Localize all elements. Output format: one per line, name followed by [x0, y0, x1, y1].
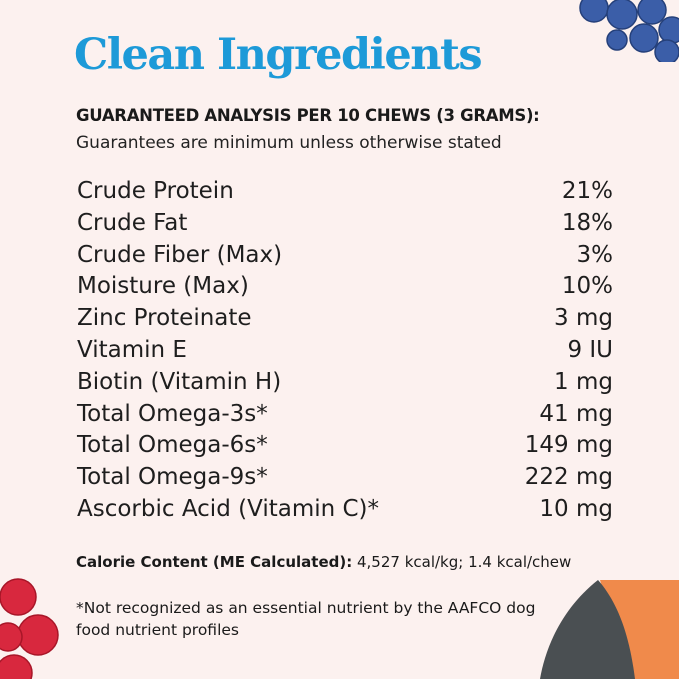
nutrient-label: Total Omega-9s*	[77, 464, 268, 491]
nutrient-label: Vitamin E	[77, 336, 187, 363]
nutrient-value: 3 mg	[554, 305, 613, 332]
page-title: Clean Ingredients	[74, 30, 483, 80]
calorie-value: 4,527 kcal/kg; 1.4 kcal/chew	[357, 553, 572, 571]
nutrient-label: Crude Protein	[77, 178, 234, 204]
nutrient-table: Crude Protein 21% Crude Fat 18% Crude Fibe…	[77, 176, 613, 526]
nutrient-label: Total Omega-3s*	[77, 400, 268, 427]
calorie-content: Calorie Content (ME Calculated): 4,527 k…	[76, 553, 571, 571]
nutrient-value: 10 mg	[539, 495, 613, 522]
nutrient-value: 1 mg	[554, 368, 613, 395]
table-row: Crude Protein 21%	[77, 176, 613, 208]
salmon-image	[540, 580, 679, 679]
nutrient-value: 222 mg	[524, 464, 613, 491]
table-row: Total Omega-3s* 41 mg	[77, 399, 613, 431]
analysis-note: Guarantees are minimum unless otherwise …	[76, 133, 502, 153]
raspberries-image	[0, 578, 59, 679]
footnote: *Not recognized as an essential nutrient…	[76, 599, 536, 639]
nutrient-label: Total Omega-6s*	[77, 432, 268, 459]
nutrient-label: Biotin (Vitamin H)	[77, 368, 282, 395]
nutrient-value: 3%	[576, 241, 614, 268]
table-row: Moisture (Max) 10%	[77, 271, 613, 303]
nutrient-label: Moisture (Max)	[77, 273, 249, 300]
nutrient-value: 10%	[561, 273, 613, 300]
table-row: Total Omega-9s* 222 mg	[77, 462, 613, 494]
nutrient-label: Zinc Proteinate	[77, 305, 252, 332]
nutrient-value: 41 mg	[539, 400, 613, 427]
table-row: Crude Fat 18%	[77, 208, 613, 240]
table-row: Biotin (Vitamin H) 1 mg	[77, 367, 613, 399]
nutrient-value: 149 mg	[524, 432, 613, 459]
blueberries-image	[579, 0, 679, 62]
analysis-heading: GUARANTEED ANALYSIS PER 10 CHEWS (3 GRAM…	[76, 106, 540, 125]
calorie-label: Calorie Content (ME Calculated):	[76, 553, 353, 571]
nutrient-value: 18%	[561, 209, 613, 236]
table-row: Vitamin E 9 IU	[77, 335, 613, 367]
nutrient-label: Ascorbic Acid (Vitamin C)*	[77, 495, 380, 522]
nutrient-label: Crude Fat	[77, 209, 188, 236]
table-row: Crude Fiber (Max) 3%	[77, 240, 613, 272]
nutrient-label: Crude Fiber (Max)	[77, 241, 283, 268]
nutrient-value: 21%	[561, 178, 613, 204]
nutrient-value: 9 IU	[567, 336, 613, 363]
table-row: Ascorbic Acid (Vitamin C)* 10 mg	[77, 494, 613, 526]
table-row: Total Omega-6s* 149 mg	[77, 430, 613, 462]
table-row: Zinc Proteinate 3 mg	[77, 303, 613, 335]
